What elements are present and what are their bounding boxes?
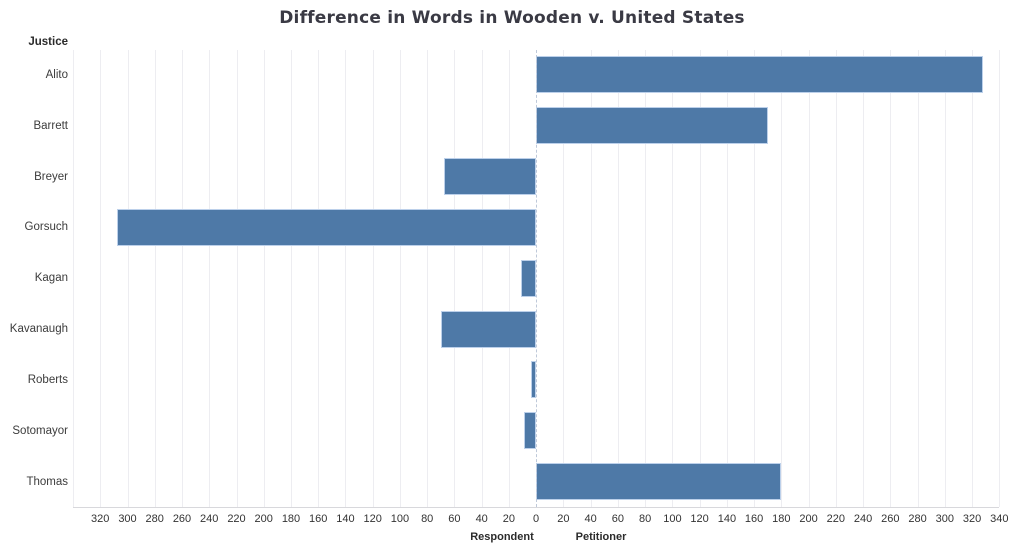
x-tick-label: 120 (690, 513, 709, 525)
gridline (427, 49, 429, 507)
x-tick-label: 220 (826, 513, 845, 525)
y-axis-label-kavanaugh: Kavanaugh (9, 323, 68, 336)
bar-roberts[interactable] (530, 361, 537, 399)
x-tick-label: 60 (448, 513, 461, 525)
bar-breyer[interactable] (443, 158, 537, 196)
gridline (944, 49, 946, 507)
x-tick-label: 40 (475, 513, 488, 525)
bar-thomas[interactable] (536, 463, 782, 501)
x-tick-label: 20 (557, 513, 570, 525)
x-tick-label: 280 (908, 513, 927, 525)
x-tick-label: 280 (145, 513, 164, 525)
bar-barrett[interactable] (536, 107, 768, 145)
x-tick-label: 300 (118, 513, 137, 525)
y-axis-label-alito: Alito (45, 68, 68, 81)
bar-kavanaugh[interactable] (440, 310, 537, 348)
bar-gorsuch[interactable] (116, 208, 537, 246)
gridline (726, 49, 728, 507)
x-tick-label: 320 (962, 513, 982, 525)
category-axis-title: Justice (28, 36, 68, 48)
gridline (345, 49, 347, 507)
y-axis-label-kagan: Kagan (34, 272, 68, 285)
gridline (209, 49, 211, 507)
x-tick-label: 300 (935, 513, 954, 525)
bar-kagan[interactable] (521, 259, 537, 297)
gridline (481, 49, 483, 507)
x-tick-label: 100 (663, 513, 682, 525)
x-tick-label: 260 (172, 513, 192, 525)
x-tick-label: 260 (881, 513, 900, 525)
gridline (754, 49, 756, 507)
y-axis-label-sotomayor: Sotomayor (12, 424, 68, 437)
gridline (645, 49, 647, 507)
x-axis-title-petitioner: Petitioner (575, 531, 627, 543)
x-tick-label: 180 (772, 513, 791, 525)
y-axis-label-roberts: Roberts (27, 373, 68, 386)
x-tick-label: 160 (309, 513, 328, 525)
x-tick-label: 140 (717, 513, 737, 525)
gridline (890, 49, 892, 507)
x-tick-label: 140 (336, 513, 355, 525)
gridline (972, 49, 974, 507)
y-axis-label-barrett: Barrett (33, 119, 68, 132)
y-axis-label-gorsuch: Gorsuch (24, 221, 68, 234)
gridline (508, 49, 510, 507)
gridline (73, 49, 74, 507)
gridline (699, 49, 701, 507)
x-tick-label: 80 (421, 513, 434, 525)
x-tick-label: 240 (853, 513, 873, 525)
x-tick-label: 120 (363, 513, 382, 525)
gridline (127, 49, 129, 507)
gridline (236, 49, 238, 507)
x-tick-label: 60 (611, 513, 625, 525)
gridline (917, 49, 919, 507)
x-tick-label: 0 (533, 513, 540, 525)
y-axis-label-breyer: Breyer (34, 170, 68, 183)
x-tick-label: 40 (584, 513, 597, 525)
gridline (100, 49, 102, 507)
x-tick-label: 200 (799, 513, 818, 525)
gridline (291, 49, 292, 507)
gridline (863, 49, 865, 507)
gridline (263, 49, 265, 507)
chart-title: Difference in Words in Wooden v. United … (279, 8, 745, 28)
bar-alito[interactable] (536, 56, 983, 94)
gridline (399, 49, 401, 507)
x-tick-label: 200 (254, 513, 273, 525)
x-tick-label: 180 (281, 513, 301, 525)
gridline (590, 49, 592, 507)
gridline (318, 49, 320, 507)
gridline (617, 49, 619, 507)
gridline (182, 49, 183, 507)
x-tick-label: 160 (744, 513, 764, 525)
x-axis-line (73, 507, 1000, 508)
gridline (372, 49, 374, 507)
x-tick-label: 220 (227, 513, 246, 525)
x-tick-label: 20 (502, 513, 516, 525)
x-tick-label: 100 (390, 513, 410, 525)
gridline (835, 49, 837, 507)
gridline (154, 49, 156, 507)
x-axis-title-respondent: Respondent (470, 531, 534, 543)
gridline (808, 49, 810, 507)
x-tick-label: 80 (638, 513, 652, 525)
x-tick-label: 320 (91, 513, 110, 525)
gridline (563, 49, 565, 507)
y-axis-label-thomas: Thomas (26, 475, 68, 488)
gridline (672, 49, 674, 507)
gridline (454, 49, 456, 507)
gridline (999, 49, 1001, 507)
x-tick-label: 340 (990, 513, 1009, 525)
gridline (781, 49, 783, 507)
zero-reference-line (536, 49, 538, 507)
bar-sotomayor[interactable] (523, 412, 537, 450)
x-tick-label: 240 (200, 513, 219, 525)
